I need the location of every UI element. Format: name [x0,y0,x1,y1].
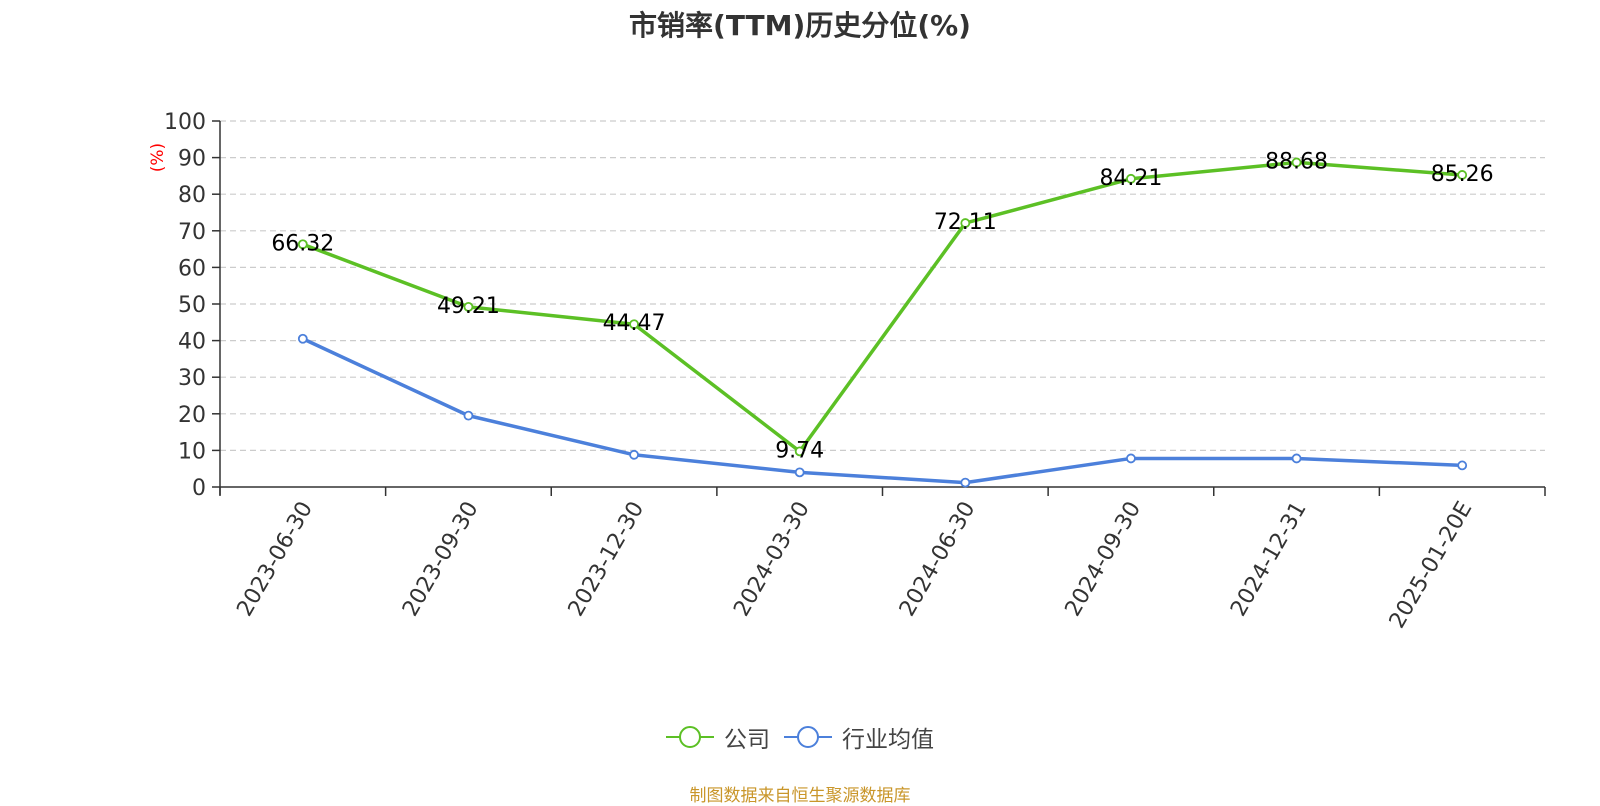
data-point[interactable] [629,319,639,330]
data-label: 49.21 [437,294,500,319]
data-point[interactable] [960,477,971,488]
data-label: 72.11 [934,210,997,235]
x-tick-label: 2024-03-30 [729,498,815,621]
series-line-0 [302,160,1463,454]
y-tick-label: 0 [192,476,206,501]
y-tick-label: 100 [164,110,206,135]
data-point[interactable] [629,449,639,460]
x-tick-label: 2024-09-30 [1061,498,1147,621]
legend-item-industry[interactable]: 行业均值 [784,720,934,754]
axes: 0 10 20 30 40 50 60 70 80 90 100 (%) 2023-06-30 2023-… [148,110,1546,633]
data-label: 66.32 [271,231,334,256]
y-tick-label: 90 [178,147,206,172]
y-tick-label: 60 [178,256,206,281]
data-point[interactable] [1291,453,1302,464]
data-label: 85.26 [1431,162,1494,187]
y-tick-label: 40 [178,330,206,355]
data-point[interactable] [1126,173,1136,184]
legend-industry-marker-icon [784,726,832,748]
y-tick-label: 80 [178,183,206,208]
legend-item-company[interactable]: 公司 [666,720,770,754]
data-label: 84.21 [1099,166,1162,191]
data-point[interactable] [1291,157,1302,168]
source-note: 制图数据来自恒生聚源数据库 [689,786,911,806]
data-point[interactable] [794,467,805,478]
y-tick-label: 70 [178,220,206,245]
data-point[interactable] [794,446,805,457]
data-point[interactable] [463,301,474,312]
y-tick-label: 20 [178,403,206,428]
series-lines [297,157,1468,488]
y-tick-label: 50 [178,293,206,318]
legend-company-marker-icon [666,726,714,748]
y-tick-label: 30 [178,366,206,391]
y-tick-label: 10 [178,439,206,464]
data-point[interactable] [297,239,308,250]
legend-label-company: 公司 [724,727,770,753]
data-point[interactable] [1457,170,1468,180]
data-point[interactable] [960,218,971,228]
x-tick-label: 2023-06-30 [232,498,318,621]
series-line-1 [302,337,1463,485]
data-label: 9.74 [775,438,824,463]
data-point[interactable] [463,410,474,421]
legend: 公司 行业均值 [0,720,1600,754]
x-tick-label: 2024-12-31 [1226,498,1312,621]
x-tick-label: 2023-09-30 [398,498,484,621]
data-label: 88.68 [1265,149,1328,174]
x-tick-label: 2023-12-30 [564,498,650,621]
chart-title: 市销率(TTM)历史分位(%) [629,9,971,42]
data-point[interactable] [297,333,308,344]
data-label: 44.47 [603,311,666,336]
data-point[interactable] [1457,460,1468,471]
x-tick-label: 2024-06-30 [895,498,981,621]
y-axis-label: (%) [148,143,168,172]
legend-label-industry: 行业均值 [842,727,934,753]
data-point[interactable] [1126,453,1136,464]
grid-lines [220,120,1545,451]
x-tick-label: 2025-01-20E [1385,498,1478,633]
data-labels: 66.32 49.21 44.47 9.74 72.11 84.21 88.68 85.26 [271,149,1493,463]
